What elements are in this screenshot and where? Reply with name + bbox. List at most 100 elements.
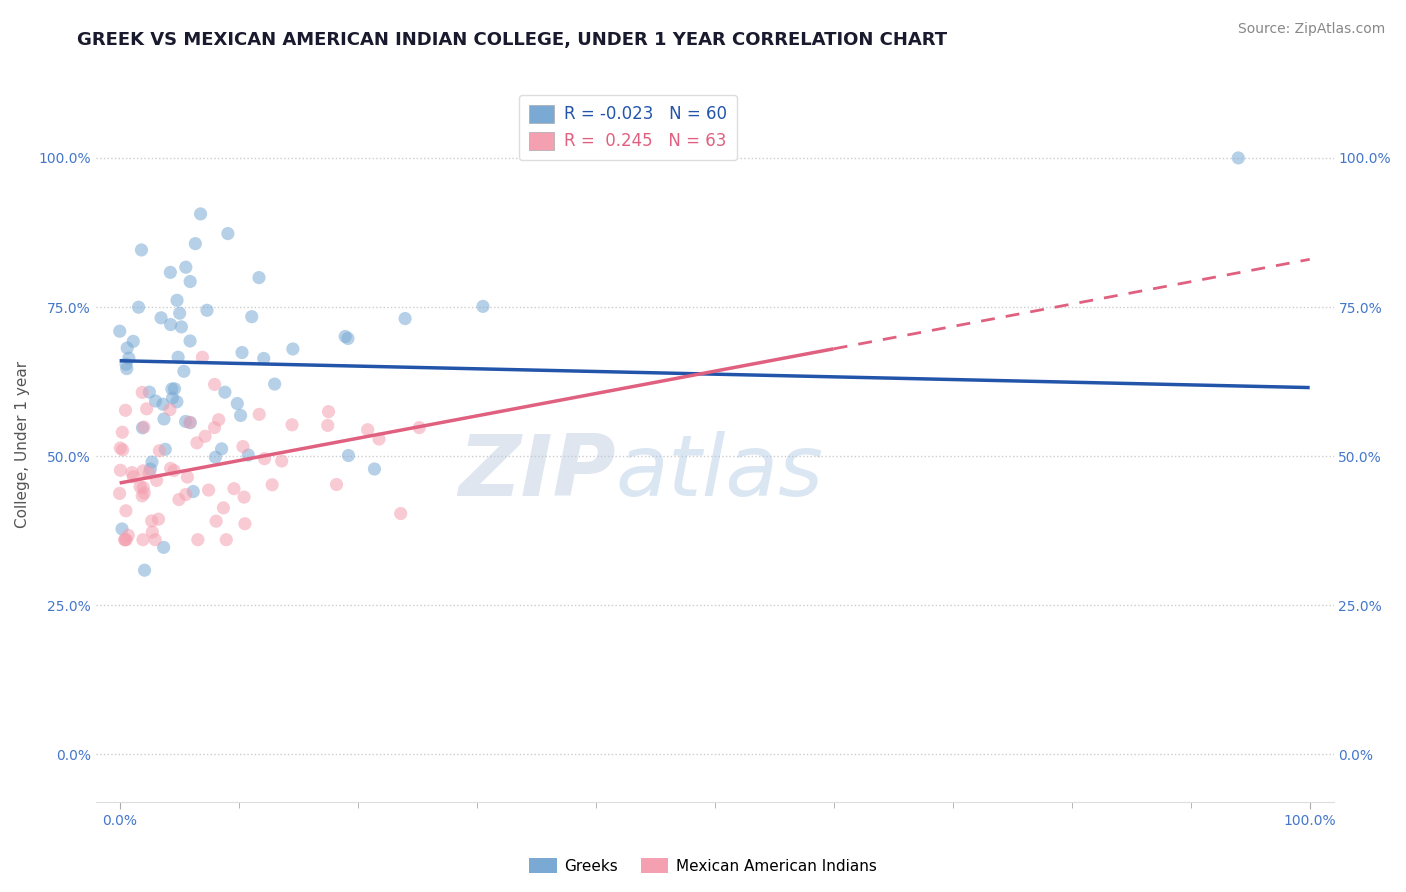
Point xyxy=(145,474,167,488)
Point xyxy=(108,324,131,338)
Text: atlas: atlas xyxy=(616,432,824,515)
Point xyxy=(122,470,145,484)
Point xyxy=(114,533,136,547)
Point xyxy=(179,415,201,429)
Point xyxy=(247,270,270,285)
Point xyxy=(233,490,256,504)
Point xyxy=(1227,151,1250,165)
Point xyxy=(117,528,139,542)
Point xyxy=(211,442,233,456)
Point xyxy=(270,454,292,468)
Point xyxy=(179,334,201,348)
Point xyxy=(190,207,212,221)
Point xyxy=(226,396,249,410)
Point xyxy=(121,466,143,480)
Point xyxy=(110,463,132,477)
Point xyxy=(111,522,134,536)
Point xyxy=(229,409,252,423)
Point xyxy=(128,300,150,314)
Point xyxy=(281,342,304,356)
Point xyxy=(173,364,195,378)
Point xyxy=(145,394,167,409)
Point xyxy=(141,524,163,539)
Point xyxy=(115,341,138,355)
Point xyxy=(247,408,270,422)
Point xyxy=(114,533,136,547)
Point xyxy=(118,351,141,366)
Point xyxy=(114,403,136,417)
Point xyxy=(184,236,207,251)
Point xyxy=(214,385,236,400)
Point xyxy=(129,480,152,494)
Point xyxy=(217,227,239,241)
Point xyxy=(176,470,198,484)
Point xyxy=(163,464,186,478)
Point xyxy=(138,385,160,400)
Point xyxy=(204,420,226,434)
Point xyxy=(186,435,208,450)
Point xyxy=(253,451,276,466)
Point xyxy=(238,448,260,462)
Point xyxy=(408,420,430,434)
Point xyxy=(194,429,217,443)
Point xyxy=(389,507,412,521)
Point xyxy=(222,482,245,496)
Legend: Greeks, Mexican American Indians: Greeks, Mexican American Indians xyxy=(523,852,883,880)
Point xyxy=(152,397,174,411)
Point xyxy=(253,351,276,366)
Point xyxy=(162,391,184,405)
Point xyxy=(174,414,197,428)
Point xyxy=(139,462,162,476)
Point xyxy=(166,293,188,308)
Text: ZIP: ZIP xyxy=(458,432,616,515)
Point xyxy=(336,331,359,345)
Point xyxy=(159,318,181,332)
Point xyxy=(141,455,163,469)
Point xyxy=(141,514,163,528)
Point xyxy=(163,382,186,396)
Point xyxy=(240,310,263,324)
Point xyxy=(233,516,256,531)
Legend: R = -0.023   N = 60, R =  0.245   N = 63: R = -0.023 N = 60, R = 0.245 N = 63 xyxy=(519,95,737,161)
Point xyxy=(195,303,218,318)
Point xyxy=(174,260,197,275)
Point xyxy=(181,484,204,499)
Point xyxy=(132,464,155,478)
Point xyxy=(368,432,391,446)
Point xyxy=(179,416,201,430)
Point xyxy=(232,440,254,454)
Point xyxy=(187,533,209,547)
Text: Source: ZipAtlas.com: Source: ZipAtlas.com xyxy=(1237,22,1385,37)
Text: GREEK VS MEXICAN AMERICAN INDIAN COLLEGE, UNDER 1 YEAR CORRELATION CHART: GREEK VS MEXICAN AMERICAN INDIAN COLLEGE… xyxy=(77,31,948,49)
Point xyxy=(318,404,340,418)
Point xyxy=(179,275,201,289)
Point xyxy=(131,385,153,400)
Point xyxy=(191,350,214,364)
Point xyxy=(231,345,253,359)
Point xyxy=(363,462,385,476)
Point xyxy=(159,265,181,279)
Point xyxy=(111,425,134,440)
Point xyxy=(108,486,131,500)
Point xyxy=(131,421,153,435)
Point xyxy=(135,401,157,416)
Point xyxy=(111,442,134,457)
Point xyxy=(212,500,235,515)
Point xyxy=(169,306,191,320)
Point xyxy=(205,514,228,528)
Point xyxy=(115,504,138,518)
Point xyxy=(132,481,155,495)
Point xyxy=(204,450,226,465)
Point xyxy=(152,541,174,555)
Point xyxy=(337,449,360,463)
Point xyxy=(167,492,190,507)
Point xyxy=(143,533,166,547)
Point xyxy=(197,483,219,497)
Point xyxy=(132,420,155,434)
Point xyxy=(215,533,238,547)
Point xyxy=(471,299,494,313)
Point xyxy=(148,443,170,458)
Point xyxy=(134,563,156,577)
Point xyxy=(150,310,173,325)
Point xyxy=(159,461,181,475)
